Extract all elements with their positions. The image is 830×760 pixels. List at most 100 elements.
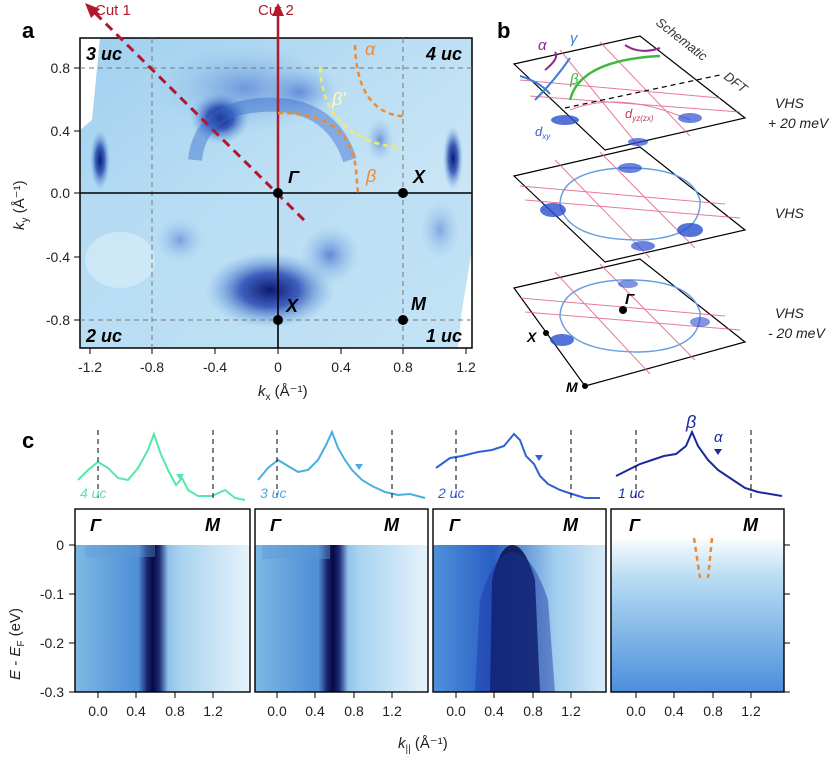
c4-m: M: [743, 515, 759, 535]
label-3uc: 3 uc: [260, 485, 286, 501]
x-tick: -0.4: [203, 359, 227, 375]
c-x-tick: 0.0: [267, 703, 287, 719]
spectrum-4uc: [77, 431, 246, 501]
spectrum-1uc: [615, 429, 783, 497]
b-m-point: [582, 383, 588, 389]
b-m-label: M: [566, 379, 578, 395]
marker-triangle-2uc: [535, 455, 543, 461]
b-alpha-label: α: [538, 37, 547, 54]
panel-label-a: a: [22, 18, 35, 43]
panel-a-y-ticks: 0.8 0.4 0.0 -0.4 -0.8: [46, 60, 80, 328]
c-x-tick: 0.8: [703, 703, 723, 719]
c-x-tick: 1.2: [741, 703, 761, 719]
y-tick: 0.8: [51, 60, 71, 76]
layer-bottom: [512, 258, 747, 387]
c-x-tick: 0.4: [484, 703, 504, 719]
b-layer1-label: VHS: [775, 95, 804, 111]
c-x-tick: 0.4: [126, 703, 146, 719]
b-gamma-label: γ: [570, 30, 579, 47]
x-tick: 0: [274, 359, 282, 375]
x-tick: -0.8: [140, 359, 164, 375]
panel-label-c: c: [22, 428, 34, 453]
b-gamma-point: [619, 306, 627, 314]
spectra-curves: [77, 429, 783, 501]
cut-1-label: Cut 1: [95, 2, 131, 19]
arpes-panel-4uc: [75, 509, 250, 692]
arpes-panel-1uc: [611, 509, 784, 692]
c-x-tick: 0.4: [664, 703, 684, 719]
gamma-label: Γ: [288, 167, 300, 187]
panel-a-x-ticks: -1.2 -0.8 -0.4 0 0.4 0.8 1.2: [78, 348, 476, 375]
panel-c-x-axis-label: k|| (Å⁻¹): [398, 735, 448, 755]
c4-gamma: Γ: [629, 515, 641, 535]
c-x-tick: 1.2: [382, 703, 402, 719]
b-x-label: X: [526, 329, 538, 345]
b-beta-label: β: [569, 71, 579, 88]
c-x-tick: 1.2: [203, 703, 223, 719]
label-2uc: 2 uc: [437, 485, 464, 501]
peak-beta-label: β: [685, 412, 696, 432]
layer-middle: [512, 146, 747, 263]
c-y-tick: 0: [56, 537, 64, 553]
x-tick: 0.4: [331, 359, 351, 375]
b-layer3-label: VHS: [775, 305, 804, 321]
x-right-label: X: [412, 167, 426, 187]
quadrant-2uc: 2 uc: [85, 326, 122, 346]
y-tick: -0.4: [46, 249, 70, 265]
c2-gamma: Γ: [270, 515, 282, 535]
arpes-panel-3uc: [255, 509, 428, 692]
x-bottom-label: X: [285, 296, 299, 316]
cut-2-label: Cut 2: [258, 2, 294, 19]
c-y-tick: -0.2: [40, 635, 64, 651]
b-layer1-sublabel: + 20 meV: [768, 115, 830, 131]
x-tick: 0.8: [393, 359, 413, 375]
m-label: M: [411, 294, 427, 314]
c-x-tick: 0.0: [88, 703, 108, 719]
c3-m: M: [563, 515, 579, 535]
c-x-tick: 0.0: [446, 703, 466, 719]
b-dxy-label: dxy: [535, 124, 551, 141]
beta-prime-contour: [318, 67, 403, 150]
label-1uc: 1 uc: [618, 485, 644, 501]
marker-triangle-1uc: [714, 449, 722, 455]
b-gamma-label: Γ: [625, 291, 635, 308]
b-dft-label: DFT: [721, 69, 751, 97]
c-x-tick: 0.8: [523, 703, 543, 719]
panel-label-b: b: [497, 18, 510, 43]
cut-1-line: [85, 3, 306, 222]
quadrant-4uc: 4 uc: [425, 44, 462, 64]
alpha-label: α: [365, 39, 376, 59]
marker-triangle-4uc: [176, 474, 184, 480]
label-4uc: 4 uc: [80, 485, 106, 501]
m-point: [398, 315, 408, 325]
arpes-frames: [74, 508, 785, 693]
c-x-tick: 1.2: [561, 703, 581, 719]
alpha-contour: [353, 44, 404, 118]
gamma-point: [273, 188, 283, 198]
layer-top: [512, 35, 747, 151]
c1-gamma: Γ: [90, 515, 102, 535]
c3-gamma: Γ: [449, 515, 461, 535]
b-layer3-sublabel: - 20 meV: [768, 325, 826, 341]
arpes-panel-2uc: [433, 509, 606, 692]
spectra-dashed-markers: [97, 430, 752, 500]
panel-c-y-axis-label: E - EF (eV): [7, 608, 27, 680]
quadrant-3uc: 3 uc: [86, 44, 122, 64]
c-y-tick: -0.1: [40, 586, 64, 602]
x-tick: 1.2: [456, 359, 476, 375]
panel-c-y-ticks: 0 -0.1 -0.2 -0.3: [40, 537, 790, 700]
x-point-right: [398, 188, 408, 198]
peak-alpha-label: α: [714, 429, 723, 446]
c-x-tick: 0.8: [344, 703, 364, 719]
beta-label: β: [365, 166, 376, 186]
c2-m: M: [384, 515, 400, 535]
spectrum-3uc: [257, 429, 426, 499]
panel-a-x-axis-label: kx (Å⁻¹): [258, 383, 308, 403]
x-point-bottom: [273, 315, 283, 325]
panel-a-y-axis-label: ky (Å⁻¹): [11, 180, 31, 230]
cut-2-line: [272, 3, 284, 193]
y-tick: 0.4: [51, 123, 71, 139]
y-tick: -0.8: [46, 312, 70, 328]
c-x-tick: 0.0: [626, 703, 646, 719]
